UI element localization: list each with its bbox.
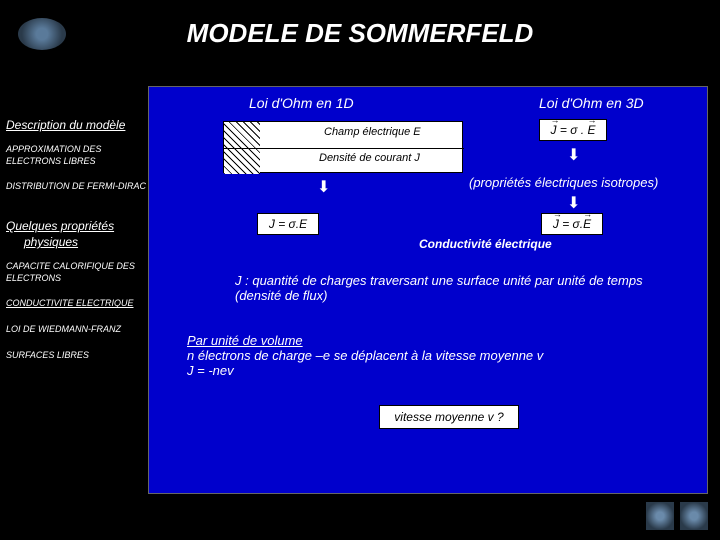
sidebar-heading-2b: physiques	[24, 235, 146, 249]
sidebar-item-wiedmann: LOI DE WIEDMANN-FRANZ	[6, 324, 146, 336]
volume-line-3: J = -nev	[187, 363, 234, 378]
main-panel: Loi d'Ohm en 1D Loi d'Ohm en 3D Champ él…	[148, 86, 708, 494]
sidebar: Description du modèle APPROXIMATION DES …	[6, 118, 146, 376]
field-e-label: Champ électrique E	[324, 126, 421, 138]
field-diagram: Champ électrique E Densité de courant J	[223, 121, 463, 173]
logo-square-2	[680, 502, 708, 530]
page-title: MODELE DE SOMMERFELD	[0, 18, 720, 49]
arrow-down-3d-2-icon: ⬇	[567, 193, 580, 213]
logo-square-1	[646, 502, 674, 530]
arrow-down-3d-icon: ⬇	[567, 145, 580, 165]
sidebar-item-capacite: CAPACITE CALORIFIQUE DES ELECTRONS	[6, 261, 146, 284]
equation-3d-vector: →J = σ . →E	[539, 119, 607, 141]
arrow-down-1d-icon: ⬇	[317, 177, 330, 197]
velocity-question-box: vitesse moyenne v ?	[379, 405, 519, 429]
volume-title: Par unité de volume	[187, 333, 303, 348]
equation-3d-box-2: →J = σ.→E	[541, 213, 603, 235]
sidebar-item-conductivite: CONDUCTIVITE ELECTRIQUE	[6, 298, 146, 310]
field-j-label: Densité de courant J	[319, 152, 420, 164]
conductivity-label: Conductivité électrique	[419, 237, 552, 251]
volume-description: Par unité de volume n électrons de charg…	[187, 333, 687, 378]
isotropic-note: (propriétés électriques isotropes)	[469, 175, 658, 190]
header-1d: Loi d'Ohm en 1D	[249, 95, 354, 111]
volume-line-2: n électrons de charge –e se déplacent à …	[187, 348, 543, 363]
sidebar-item-approximation: APPROXIMATION DES ELECTRONS LIBRES	[6, 144, 146, 167]
equation-1d-box: J = σ.E	[257, 213, 319, 235]
sidebar-heading-2a: Quelques propriétés	[6, 219, 146, 233]
sidebar-item-surfaces: SURFACES LIBRES	[6, 350, 146, 362]
logo-bottom-right	[646, 502, 708, 530]
j-description: J : quantité de charges traversant une s…	[235, 273, 675, 303]
header-3d: Loi d'Ohm en 3D	[539, 95, 644, 111]
field-divider	[224, 148, 464, 149]
sidebar-heading-1: Description du modèle	[6, 118, 146, 132]
sidebar-item-fermi-dirac: DISTRIBUTION DE FERMI-DIRAC	[6, 181, 146, 193]
